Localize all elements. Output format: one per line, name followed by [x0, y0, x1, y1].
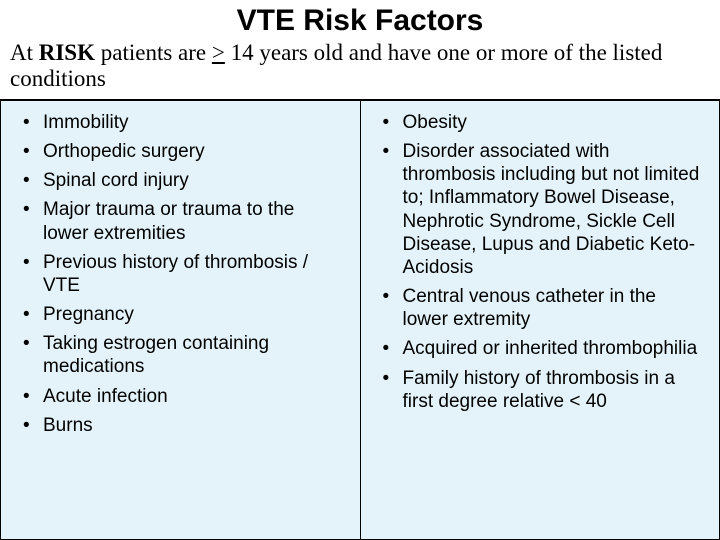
subtitle-pre: At — [10, 40, 39, 65]
right-column: Obesity Disorder associated with thrombo… — [360, 100, 720, 540]
subtitle-post: patients are — [95, 40, 212, 65]
list-item: Taking estrogen containing medications — [19, 332, 344, 378]
slide: VTE Risk Factors At RISK patients are > … — [0, 0, 720, 540]
list-item: Major trauma or trauma to the lower extr… — [19, 198, 344, 244]
list-item: Central venous catheter in the lower ext… — [379, 285, 704, 331]
left-list: Immobility Orthopedic surgery Spinal cor… — [19, 111, 344, 437]
list-item: Pregnancy — [19, 303, 344, 326]
list-item: Disorder associated with thrombosis incl… — [379, 140, 704, 279]
list-item: Family history of thrombosis in a first … — [379, 367, 704, 413]
list-item: Acquired or inherited thrombophilia — [379, 337, 704, 360]
subtitle-ge: > — [212, 40, 225, 65]
subtitle-bold: RISK — [39, 40, 95, 65]
list-item: Spinal cord injury — [19, 169, 344, 192]
list-item: Previous history of thrombosis / VTE — [19, 251, 344, 297]
columns-container: Immobility Orthopedic surgery Spinal cor… — [0, 99, 720, 540]
slide-title: VTE Risk Factors — [0, 0, 720, 38]
list-item: Immobility — [19, 111, 344, 134]
right-list: Obesity Disorder associated with thrombo… — [379, 111, 704, 413]
list-item: Burns — [19, 414, 344, 437]
list-item: Orthopedic surgery — [19, 140, 344, 163]
list-item: Acute infection — [19, 385, 344, 408]
list-item: Obesity — [379, 111, 704, 134]
left-column: Immobility Orthopedic surgery Spinal cor… — [0, 100, 360, 540]
slide-subtitle: At RISK patients are > 14 years old and … — [0, 38, 720, 99]
